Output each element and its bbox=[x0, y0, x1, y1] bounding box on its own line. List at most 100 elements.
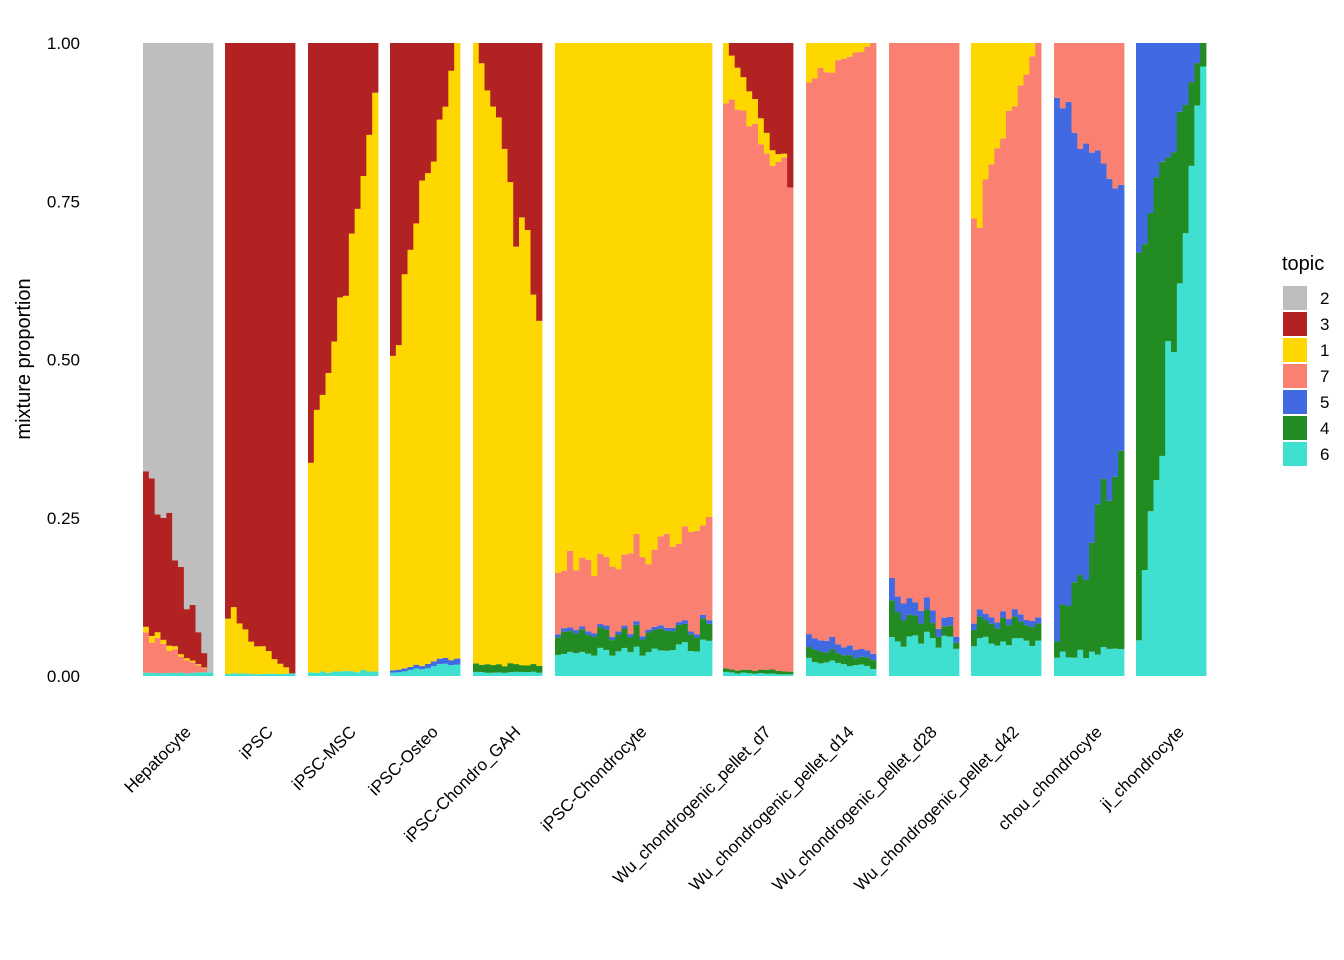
segment-topic-1 bbox=[277, 663, 284, 675]
segment-topic-1 bbox=[148, 636, 156, 643]
segment-topic-4 bbox=[1200, 43, 1207, 67]
segment-topic-5 bbox=[912, 602, 919, 616]
segment-topic-4 bbox=[1165, 157, 1172, 342]
segment-topic-5 bbox=[597, 624, 604, 628]
segment-topic-5 bbox=[953, 636, 960, 643]
segment-topic-5 bbox=[1165, 43, 1172, 158]
segment-topic-1 bbox=[621, 43, 628, 555]
segment-topic-6 bbox=[864, 665, 871, 676]
segment-topic-7 bbox=[1112, 43, 1119, 189]
segment-topic-1 bbox=[982, 43, 989, 180]
segment-topic-3 bbox=[354, 43, 361, 209]
segment-topic-1 bbox=[501, 148, 508, 667]
segment-topic-6 bbox=[172, 672, 179, 676]
segment-topic-7 bbox=[195, 665, 202, 673]
segment-topic-1 bbox=[536, 320, 543, 666]
panel-Wu_chondrogenic_pellet_d14 bbox=[806, 43, 877, 676]
segment-topic-7 bbox=[663, 533, 671, 628]
segment-topic-4 bbox=[633, 624, 640, 647]
segment-topic-6 bbox=[442, 663, 449, 676]
segment-topic-5 bbox=[681, 620, 689, 624]
segment-topic-6 bbox=[621, 647, 628, 676]
segment-topic-3 bbox=[775, 43, 782, 155]
segment-topic-7 bbox=[894, 43, 902, 597]
segment-topic-7 bbox=[166, 650, 173, 673]
segment-topic-7 bbox=[775, 161, 782, 671]
segment-topic-6 bbox=[1159, 455, 1166, 676]
segment-topic-1 bbox=[758, 118, 765, 145]
segment-topic-7 bbox=[924, 43, 931, 598]
segment-topic-5 bbox=[615, 631, 622, 635]
segment-topic-1 bbox=[864, 43, 871, 47]
segment-topic-6 bbox=[633, 646, 640, 676]
segment-topic-4 bbox=[1094, 504, 1102, 655]
segment-topic-6 bbox=[242, 673, 249, 676]
segment-topic-7 bbox=[657, 536, 665, 626]
segment-topic-3 bbox=[230, 43, 238, 608]
segment-topic-2 bbox=[154, 43, 161, 515]
segment-topic-3 bbox=[758, 43, 765, 119]
segment-topic-1 bbox=[507, 182, 514, 664]
segment-topic-1 bbox=[988, 43, 995, 165]
segment-topic-4 bbox=[1023, 625, 1030, 641]
segment-topic-7 bbox=[585, 559, 592, 632]
segment-topic-1 bbox=[343, 295, 350, 671]
segment-topic-1 bbox=[976, 43, 984, 228]
segment-topic-7 bbox=[889, 43, 896, 578]
segment-topic-6 bbox=[507, 672, 514, 676]
segment-topic-5 bbox=[705, 620, 713, 624]
segment-topic-6 bbox=[183, 673, 191, 676]
segment-topic-1 bbox=[265, 651, 273, 674]
segment-topic-6 bbox=[781, 674, 788, 676]
segment-topic-1 bbox=[484, 90, 491, 665]
segment-topic-6 bbox=[591, 655, 598, 676]
segment-topic-1 bbox=[817, 43, 824, 68]
segment-topic-6 bbox=[1035, 640, 1042, 676]
segment-topic-3 bbox=[425, 43, 432, 174]
segment-topic-6 bbox=[1006, 645, 1013, 676]
legend-label: 7 bbox=[1320, 367, 1329, 386]
segment-topic-6 bbox=[669, 650, 677, 676]
segment-topic-4 bbox=[1136, 252, 1143, 641]
segment-topic-4 bbox=[988, 623, 995, 644]
segment-topic-4 bbox=[699, 618, 707, 640]
segment-topic-5 bbox=[591, 633, 598, 637]
segment-topic-1 bbox=[490, 106, 497, 666]
segment-topic-4 bbox=[775, 670, 782, 675]
segment-topic-5 bbox=[1071, 132, 1078, 583]
segment-topic-6 bbox=[841, 664, 848, 676]
segment-topic-5 bbox=[567, 627, 574, 632]
segment-topic-4 bbox=[858, 656, 865, 665]
segment-topic-1 bbox=[519, 217, 526, 666]
segment-topic-6 bbox=[746, 673, 753, 676]
segment-topic-1 bbox=[846, 43, 854, 57]
segment-topic-4 bbox=[1089, 542, 1096, 652]
segment-topic-3 bbox=[148, 478, 156, 637]
segment-topic-5 bbox=[1182, 43, 1189, 105]
segment-topic-7 bbox=[740, 110, 747, 670]
segment-topic-6 bbox=[976, 638, 984, 676]
segment-topic-3 bbox=[484, 43, 491, 91]
segment-topic-5 bbox=[889, 577, 896, 601]
segment-topic-6 bbox=[260, 673, 267, 676]
segment-topic-1 bbox=[419, 180, 426, 667]
segment-topic-4 bbox=[561, 631, 568, 654]
segment-topic-4 bbox=[924, 609, 931, 632]
segment-topic-4 bbox=[585, 635, 592, 654]
segment-topic-4 bbox=[1054, 641, 1061, 658]
legend-key-topic-4 bbox=[1283, 416, 1307, 440]
segment-topic-5 bbox=[448, 660, 455, 666]
segment-topic-1 bbox=[366, 134, 373, 672]
segment-topic-5 bbox=[639, 636, 646, 640]
y-tick-label: 0.00 bbox=[47, 667, 80, 686]
segment-topic-7 bbox=[781, 157, 788, 672]
segment-topic-6 bbox=[693, 651, 701, 676]
segment-topic-2 bbox=[183, 43, 191, 610]
segment-topic-3 bbox=[781, 43, 788, 154]
segment-topic-6 bbox=[436, 664, 443, 676]
segment-topic-6 bbox=[530, 671, 537, 676]
segment-topic-3 bbox=[325, 43, 332, 373]
segment-topic-5 bbox=[1089, 152, 1096, 543]
segment-topic-6 bbox=[1083, 658, 1090, 676]
segment-topic-7 bbox=[846, 56, 854, 646]
